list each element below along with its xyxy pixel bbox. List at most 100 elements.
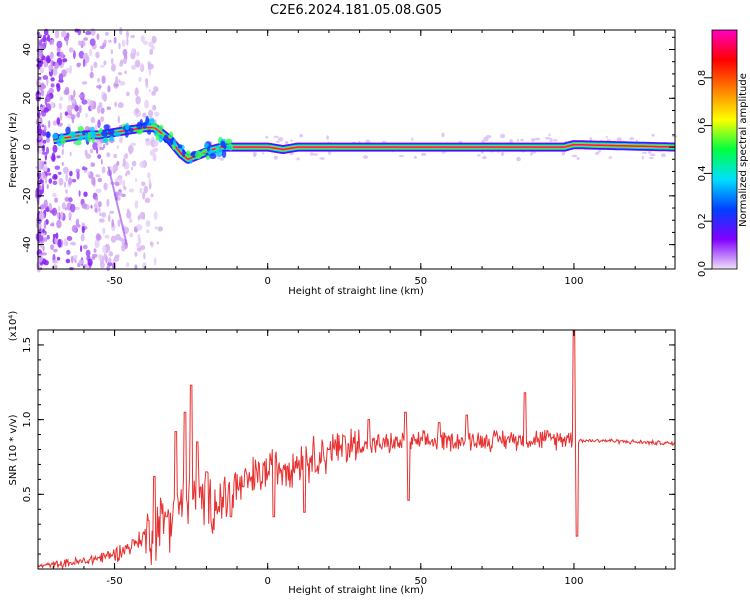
heatmap-y-ticks: -40 -20 0 20 40	[22, 36, 675, 270]
snr-x-tick-label: -50	[106, 576, 122, 587]
ridge-blob	[103, 124, 110, 130]
noise-speck	[91, 162, 96, 167]
heatmap-x-axis-label: Height of straight line (km)	[288, 286, 424, 297]
noise-speck	[50, 223, 55, 227]
noise-speck	[43, 199, 48, 209]
noise-speck	[65, 189, 68, 194]
noise-speck	[147, 172, 151, 179]
noise-speck	[50, 83, 55, 88]
noise-speck	[74, 28, 79, 33]
snr-x-ticks: -50 0 50 100	[52, 330, 667, 587]
noise-speck	[99, 146, 105, 151]
colorbar-tick-label: 0.0	[697, 261, 708, 277]
noise-speck	[122, 157, 126, 167]
ridge-blob	[169, 131, 174, 139]
noise-speck	[65, 241, 68, 246]
noise-speck	[39, 235, 44, 242]
noise-speck	[59, 51, 64, 58]
noise-speck	[63, 89, 70, 96]
noise-speck	[552, 139, 558, 142]
noise-speck	[140, 35, 145, 43]
noise-speck	[284, 141, 288, 144]
noise-speck	[499, 133, 506, 139]
noise-speck	[149, 48, 154, 56]
noise-speck	[110, 57, 114, 65]
noise-speck	[44, 163, 48, 172]
noise-speck	[47, 34, 51, 42]
noise-speck	[153, 156, 157, 161]
streak	[107, 166, 128, 245]
heatmap-x-tick-label: 50	[414, 276, 427, 287]
noise-speck	[76, 62, 81, 68]
noise-speck	[139, 212, 145, 220]
noise-speck	[154, 226, 158, 230]
ridge-blob	[124, 129, 129, 138]
noise-speck	[126, 208, 130, 214]
noise-speck	[114, 101, 118, 108]
noise-speck	[48, 64, 52, 73]
noise-speck	[89, 48, 93, 57]
noise-speck	[145, 229, 150, 234]
noise-speck	[73, 50, 76, 60]
noise-speck	[500, 152, 505, 156]
ridge-blob	[101, 130, 108, 137]
noise-speck	[70, 241, 76, 246]
noise-speck	[95, 199, 98, 206]
heatmap-x-tick-label: 100	[564, 276, 583, 287]
noise-speck	[54, 62, 60, 69]
noise-speck	[616, 137, 622, 142]
noise-speck	[78, 259, 85, 265]
noise-speck	[56, 155, 61, 159]
noise-speck	[62, 58, 68, 63]
noise-speck	[45, 219, 49, 225]
heatmap-panel: -50 0 50 100 -40 -20 0 20 40 Height of straight…	[8, 26, 678, 297]
noise-speck	[125, 30, 130, 39]
noise-speck	[49, 39, 53, 46]
ridge-blob	[136, 121, 143, 130]
noise-speck	[39, 39, 43, 48]
noise-speck	[112, 164, 119, 172]
noise-speck	[141, 181, 146, 187]
noise-speck	[142, 191, 146, 200]
noise-speck	[40, 172, 46, 180]
noise-speck	[42, 228, 45, 234]
noise-speck	[36, 94, 42, 98]
noise-speck	[44, 161, 47, 165]
snr-series-line	[37, 329, 676, 570]
noise-speck	[94, 239, 100, 249]
noise-speck	[40, 89, 45, 97]
noise-speck	[78, 94, 84, 98]
noise-speck	[152, 147, 159, 153]
noise-speck	[121, 243, 126, 252]
noise-speck	[117, 102, 124, 109]
noise-speck	[131, 166, 133, 171]
noise-speck	[151, 90, 157, 96]
noise-speck	[101, 212, 107, 218]
noise-speck	[71, 178, 77, 183]
noise-speck	[131, 48, 136, 54]
noise-speck	[153, 257, 157, 266]
noise-speck	[118, 79, 121, 83]
noise-speck	[58, 102, 63, 110]
noise-speck	[71, 255, 74, 264]
noise-speck	[661, 153, 666, 158]
noise-speck	[47, 172, 52, 176]
noise-speck	[78, 105, 82, 114]
noise-speck	[482, 155, 487, 160]
noise-speck	[58, 177, 64, 186]
noise-speck	[145, 138, 150, 142]
noise-speck	[42, 144, 46, 153]
colorbar-tick-label: 0.6	[697, 118, 708, 134]
noise-speck	[93, 61, 98, 68]
noise-speck	[44, 175, 48, 185]
noise-speck	[43, 125, 47, 133]
ridge-blob	[91, 136, 95, 144]
noise-speck	[128, 218, 133, 223]
noise-speck	[54, 29, 60, 39]
colorbar-tick-label: 0.4	[697, 165, 708, 181]
ridge-blob	[60, 137, 66, 145]
noise-speck	[85, 30, 92, 36]
noise-speck	[91, 176, 96, 186]
noise-speck	[82, 58, 86, 68]
snr-x-tick-label: 0	[265, 576, 271, 587]
